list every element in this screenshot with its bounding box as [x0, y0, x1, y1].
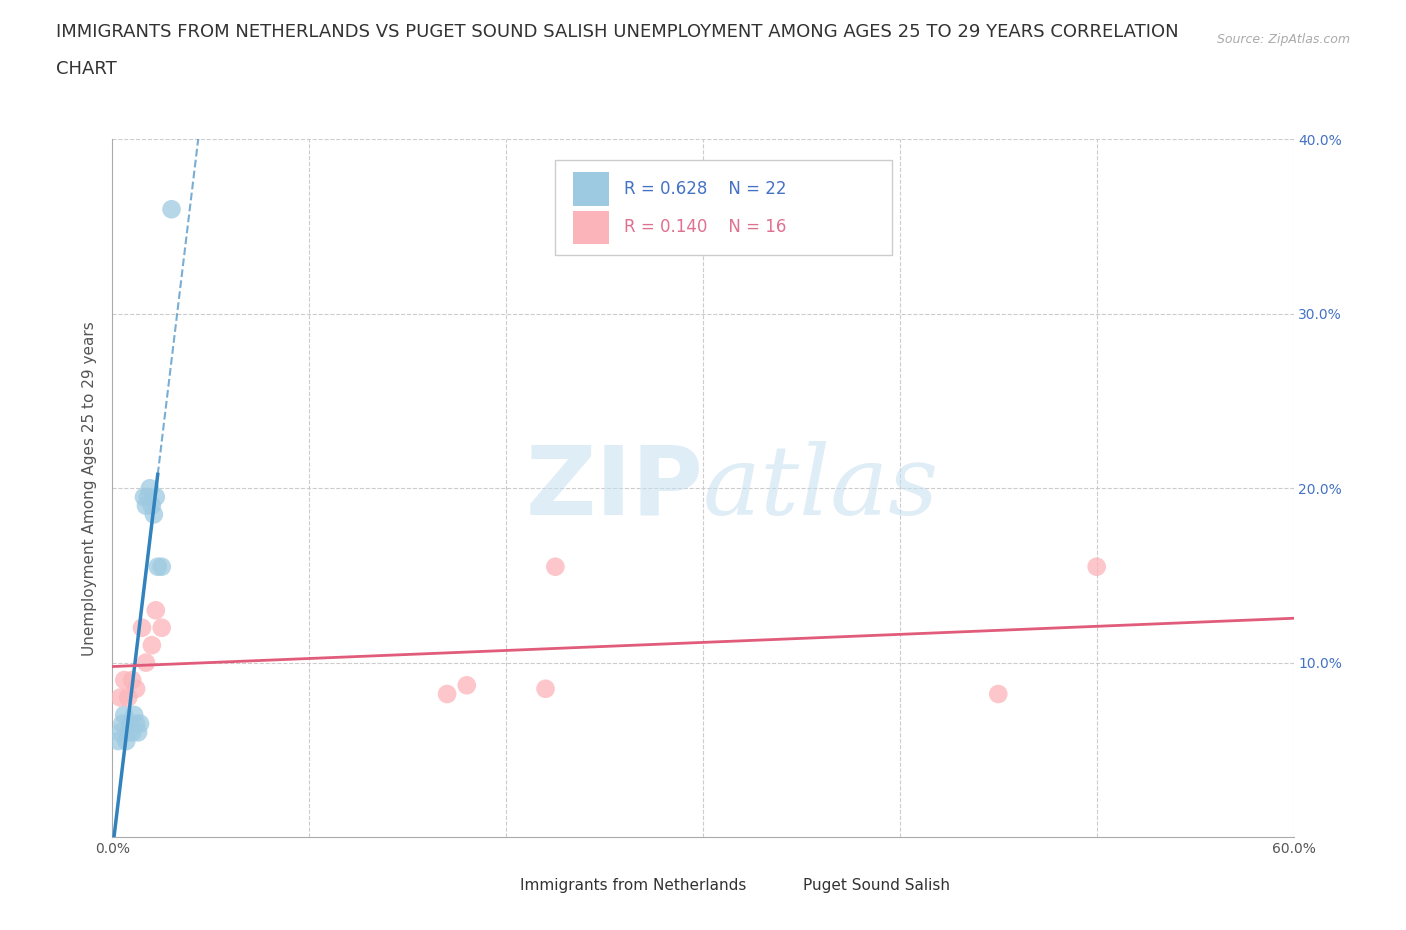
Point — [145, 489, 167, 504]
Text: Immigrants from Netherlands: Immigrants from Netherlands — [520, 878, 747, 893]
FancyBboxPatch shape — [555, 161, 891, 255]
Text: CHART: CHART — [56, 60, 117, 78]
Bar — [574, 211, 609, 245]
Point — [145, 603, 167, 618]
Point — [135, 656, 157, 671]
Point — [131, 620, 153, 635]
Bar — [574, 172, 609, 206]
Point — [121, 725, 143, 740]
Point — [111, 716, 134, 731]
Point — [129, 716, 152, 731]
Point — [115, 734, 138, 749]
Point — [150, 620, 173, 635]
Point — [141, 638, 163, 653]
Point — [456, 678, 478, 693]
Point — [160, 202, 183, 217]
Text: atlas: atlas — [703, 441, 939, 536]
Point — [141, 498, 163, 513]
Bar — [768, 874, 794, 897]
Point — [107, 734, 129, 749]
Point — [139, 481, 162, 496]
Point — [544, 559, 567, 574]
Point — [135, 498, 157, 513]
Text: Puget Sound Salish: Puget Sound Salish — [803, 878, 950, 893]
Point — [150, 559, 173, 574]
Point — [122, 708, 145, 723]
Point — [110, 725, 132, 740]
Point — [120, 716, 142, 731]
Point — [112, 672, 135, 687]
Text: R = 0.140    N = 16: R = 0.140 N = 16 — [624, 219, 786, 236]
Y-axis label: Unemployment Among Ages 25 to 29 years: Unemployment Among Ages 25 to 29 years — [82, 321, 97, 656]
Point — [121, 672, 143, 687]
Point — [534, 682, 557, 697]
Point — [125, 716, 148, 731]
Point — [125, 682, 148, 697]
Point — [112, 708, 135, 723]
Point — [987, 686, 1010, 701]
Point — [127, 725, 149, 740]
Point — [436, 686, 458, 701]
Point — [117, 690, 139, 705]
Point — [146, 559, 169, 574]
Text: R = 0.628    N = 22: R = 0.628 N = 22 — [624, 180, 786, 198]
Point — [1085, 559, 1108, 574]
Point — [132, 489, 155, 504]
Text: Source: ZipAtlas.com: Source: ZipAtlas.com — [1216, 33, 1350, 46]
Point — [142, 507, 165, 522]
Text: ZIP: ZIP — [524, 442, 703, 535]
Point — [110, 690, 132, 705]
Point — [136, 489, 159, 504]
Text: IMMIGRANTS FROM NETHERLANDS VS PUGET SOUND SALISH UNEMPLOYMENT AMONG AGES 25 TO : IMMIGRANTS FROM NETHERLANDS VS PUGET SOU… — [56, 23, 1178, 41]
Point — [117, 725, 139, 740]
Bar — [485, 874, 510, 897]
